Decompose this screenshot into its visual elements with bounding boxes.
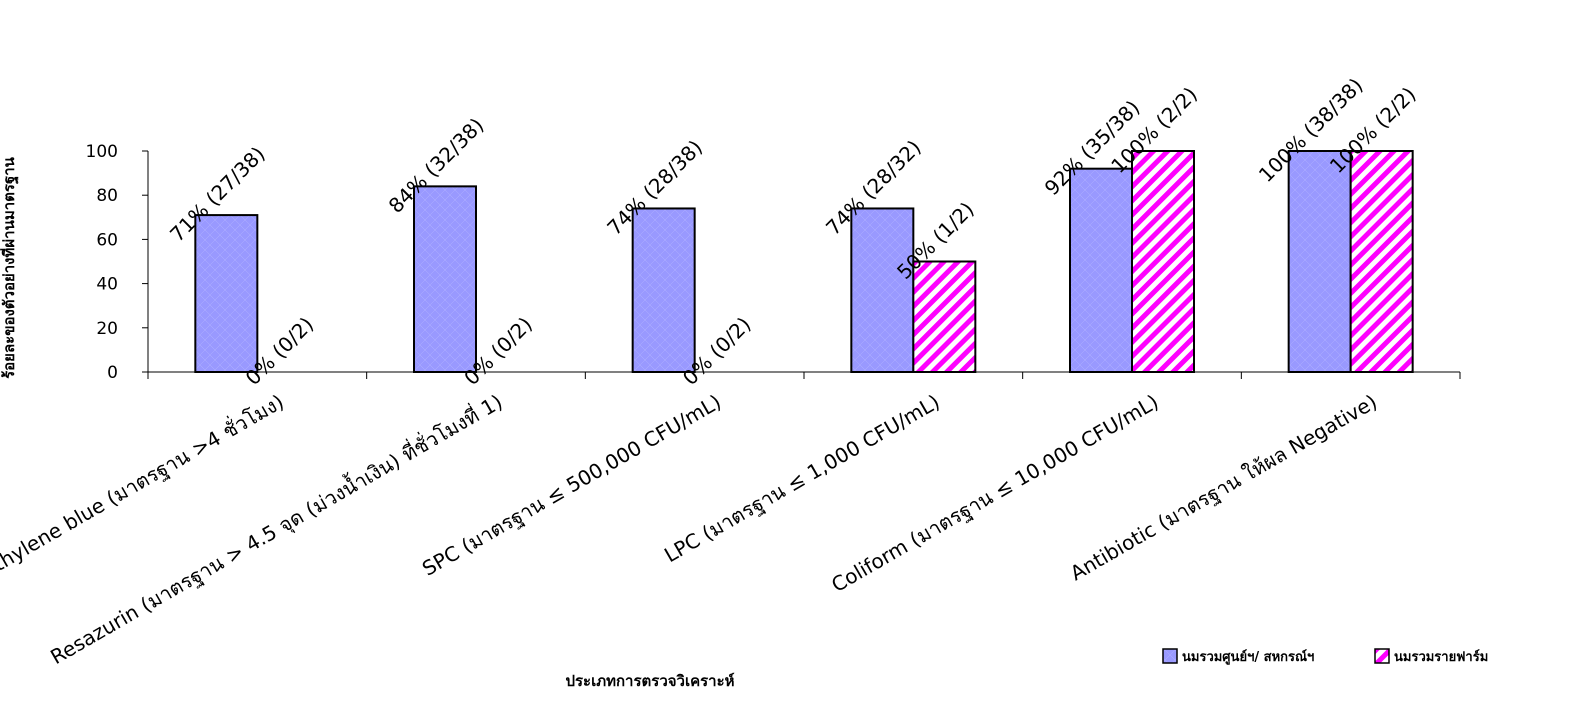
y-tick-label: 100 [86,142,118,162]
data-labels: 71% (27/38)0% (0/2)84% (32/38)0% (0/2)74… [165,73,1421,390]
legend-label-series-2: นมรวมรายฟาร์ม [1394,649,1488,665]
y-tick-label: 20 [96,319,118,339]
y-tick-label: 40 [96,275,118,295]
legend-swatch-series-1 [1162,648,1178,664]
category-labels: Methylene blue (มาตรฐาน >4 ชั่วโมง)Resaz… [0,388,1381,670]
legend-item-series-2: นมรวมรายฟาร์ม [1374,648,1488,665]
y-axis: 0 20 40 60 80 100 [86,142,149,383]
bar-series-1 [1287,150,1352,373]
bar-series-1 [1069,167,1133,373]
bar-series-1 [631,207,696,373]
x-tick-label: Resazurin (มาตรฐาน > 4.5 จุด (ม่วงน้ำเงิ… [45,388,507,670]
y-tick-label: 80 [96,186,118,206]
bar-series-2 [1131,150,1195,373]
y-axis-title: ร้อยละของตัวอย่างที่ผ่านมาตรฐาน [0,156,19,379]
legend-item-series-1: นมรวมศูนย์ฯ/ สหกรณ์ฯ [1162,648,1314,665]
x-axis [147,371,1461,379]
bar-series-2 [1349,150,1414,373]
bar-series-2 [912,260,977,373]
bar-series-1 [194,214,259,373]
y-tick-label: 0 [107,363,118,383]
x-axis-title: ประเภทการตรวจวิเคราะห์ [565,672,734,690]
legend: นมรวมศูนย์ฯ/ สหกรณ์ฯ นมรวมรายฟาร์ม [1162,648,1488,665]
bars [194,150,1414,373]
bar-series-1 [413,185,477,373]
bar-series-1 [850,207,915,373]
legend-swatch-series-2 [1374,648,1390,664]
y-tick-label: 60 [96,230,118,250]
legend-label-series-1: นมรวมศูนย์ฯ/ สหกรณ์ฯ [1182,649,1314,665]
